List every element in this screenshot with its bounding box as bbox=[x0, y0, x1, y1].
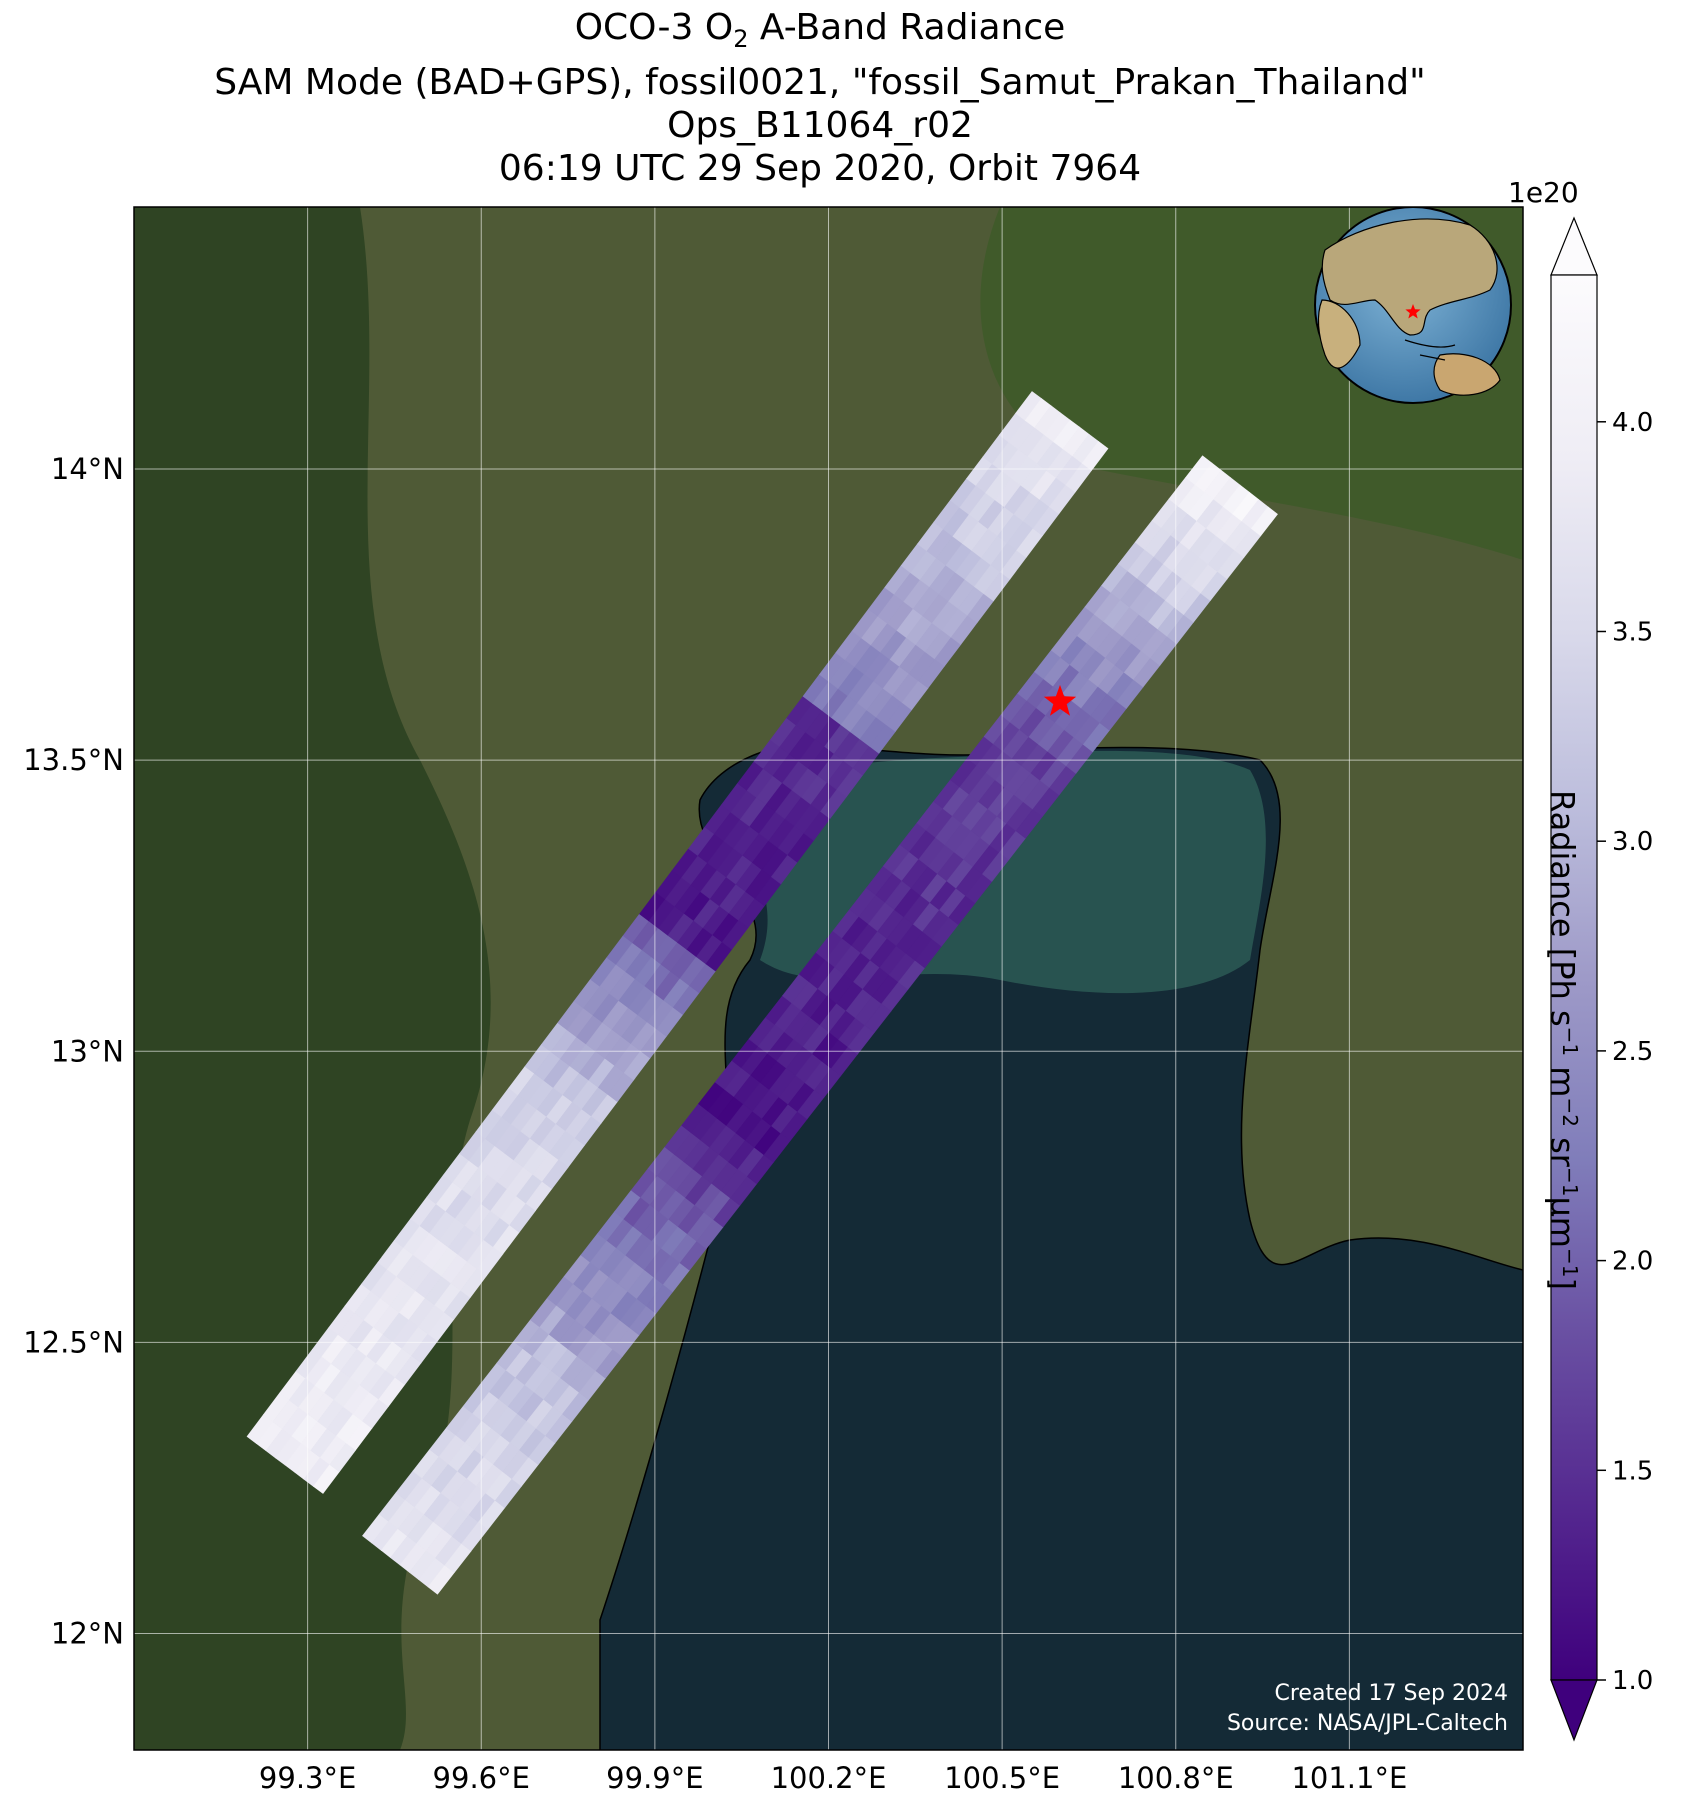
lon-tick-label: 99.6°E bbox=[433, 1761, 530, 1795]
cb-label-part: μm bbox=[1543, 1196, 1582, 1248]
colorbar-tick-label: 3.5 bbox=[1612, 617, 1653, 647]
colorbar-tick-label: 3.0 bbox=[1612, 827, 1653, 857]
latitude-tick-labels: 12°N 12.5°N 13°N 13.5°N 14°N bbox=[23, 452, 124, 1651]
title-line-1: OCO-3 O2 A-Band Radiance bbox=[0, 6, 1640, 61]
title-subscript: 2 bbox=[733, 25, 749, 54]
lon-tick-label: 99.9°E bbox=[606, 1761, 703, 1795]
cb-label-exp: −1 bbox=[1558, 1166, 1582, 1197]
colorbar-extend-max bbox=[1550, 216, 1598, 276]
colorbar-exponent: 1e20 bbox=[1508, 176, 1579, 209]
title-text-post: A-Band Radiance bbox=[748, 7, 1066, 48]
lat-tick-label: 12°N bbox=[51, 1617, 124, 1651]
cb-label-part: Radiance [Ph s bbox=[1543, 790, 1582, 1027]
lon-tick-label: 100.2°E bbox=[771, 1761, 887, 1795]
lat-tick-label: 13.5°N bbox=[23, 743, 124, 777]
colorbar-label: Radiance [Ph s−1 m−2 sr−1μm−1] bbox=[1543, 540, 1590, 1540]
lat-tick-label: 12.5°N bbox=[23, 1325, 124, 1359]
lon-tick-label: 99.3°E bbox=[259, 1761, 356, 1795]
lon-tick-label: 101.1°E bbox=[1291, 1761, 1407, 1795]
cb-label-exp: −2 bbox=[1558, 1097, 1582, 1127]
chart-title: OCO-3 O2 A-Band Radiance SAM Mode (BAD+G… bbox=[0, 6, 1640, 190]
colorbar-tick-label: 1.5 bbox=[1612, 1456, 1653, 1486]
colorbar-bar bbox=[1550, 274, 1598, 1681]
colorbar-extend-min bbox=[1550, 1679, 1598, 1742]
title-line-2: SAM Mode (BAD+GPS), fossil0021, "fossil_… bbox=[214, 62, 1426, 104]
longitude-tick-labels: 99.3°E 99.6°E 99.9°E 100.2°E 100.5°E 100.8°E 1… bbox=[259, 1761, 1407, 1795]
lon-tick-label: 100.5°E bbox=[944, 1761, 1060, 1795]
colorbar-tick-label: 1.0 bbox=[1612, 1666, 1653, 1696]
cb-label-part: sr bbox=[1543, 1126, 1582, 1167]
credit-created: Created 17 Sep 2024 bbox=[1275, 1681, 1509, 1706]
colorbar-tick-label: 2.5 bbox=[1612, 1037, 1653, 1067]
swath-cell bbox=[1250, 506, 1278, 537]
cb-label-exp: −1 bbox=[1558, 1247, 1582, 1278]
inset-star-icon bbox=[1405, 304, 1421, 319]
title-line-4: 06:19 UTC 29 Sep 2020, Orbit 7964 bbox=[498, 148, 1142, 190]
globe-india-landmass bbox=[1317, 299, 1361, 369]
globe-islands bbox=[1404, 339, 1456, 361]
gridlines bbox=[134, 207, 1523, 1750]
globe-australia-landmass bbox=[1433, 353, 1501, 396]
radiance-swath-east bbox=[362, 455, 1278, 1595]
title-line-3: Ops_B11064_r02 bbox=[667, 105, 973, 147]
cb-label-exp: −1 bbox=[1558, 1026, 1582, 1057]
lat-tick-label: 14°N bbox=[51, 452, 124, 486]
radiance-swath-west bbox=[246, 391, 1109, 1494]
lat-tick-label: 13°N bbox=[51, 1034, 124, 1068]
inset-globe bbox=[1314, 207, 1512, 404]
title-text-pre: OCO-3 O bbox=[574, 7, 734, 48]
lon-tick-label: 100.8°E bbox=[1118, 1761, 1234, 1795]
colorbar: 1.0 1.5 2.0 2.5 3.0 3.5 4.0 bbox=[1550, 216, 1653, 1742]
cb-label-part: m bbox=[1543, 1056, 1582, 1098]
colorbar-tick-labels: 1.0 1.5 2.0 2.5 3.0 3.5 4.0 bbox=[1597, 408, 1653, 1696]
globe-asia-landmass bbox=[1321, 218, 1498, 336]
map-area[interactable]: Created 17 Sep 2024 Source: NASA/JPL-Cal… bbox=[134, 207, 1523, 1750]
cb-label-part: ] bbox=[1543, 1277, 1582, 1290]
credit-source: Source: NASA/JPL-Caltech bbox=[1227, 1711, 1508, 1736]
site-marker-star-icon bbox=[1043, 684, 1077, 716]
colorbar-tick-label: 2.0 bbox=[1612, 1247, 1653, 1277]
swath-cell bbox=[1081, 440, 1109, 471]
map-frame bbox=[133, 206, 1524, 1751]
colorbar-tick-label: 4.0 bbox=[1612, 408, 1653, 438]
